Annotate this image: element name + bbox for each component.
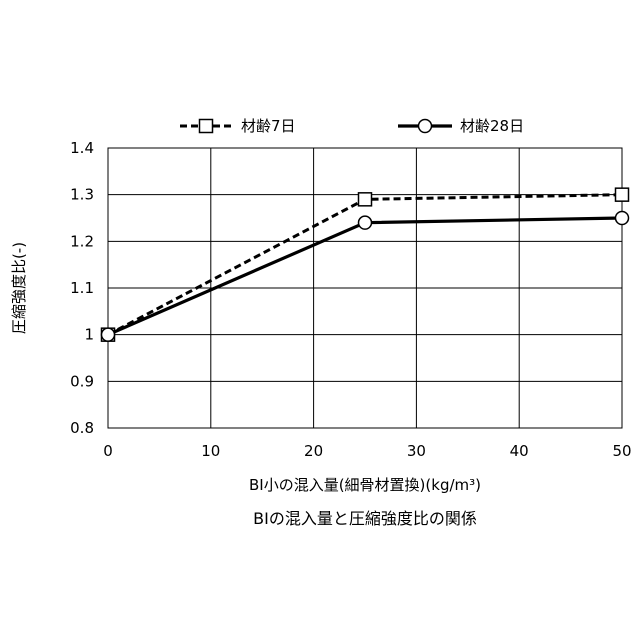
series-1: [100, 187, 630, 342]
y-axis-title: 圧縮強度比(-): [10, 242, 28, 334]
data-point-circle: [100, 327, 116, 342]
legend-label: 材齢28日: [460, 117, 524, 135]
series-line: [107, 216, 623, 337]
y-tick-label: 1.3: [70, 186, 94, 204]
grid: [107, 147, 623, 429]
legend-item-2: 材齢28日: [398, 117, 524, 135]
data-point-square: [357, 192, 373, 207]
legend-label: 材齢7日: [241, 117, 296, 135]
x-tick-label: 10: [201, 442, 220, 460]
legend-item-1: 材齢7日: [180, 117, 296, 135]
chart-title: BIの混入量と圧縮強度比の関係: [253, 509, 477, 528]
y-tick-label: 0.8: [70, 419, 94, 437]
data-point-square: [614, 187, 630, 202]
x-tick-label: 30: [407, 442, 426, 460]
legend-marker-circle: [417, 118, 433, 134]
data-point-circle: [614, 210, 630, 226]
tick-labels: 0.8 0.9 1 1.1 1.2 1.3 1.4 0 10 20 30 40 50: [70, 139, 631, 460]
legend-marker-square: [198, 118, 214, 134]
y-tick-label: 0.9: [70, 372, 94, 390]
y-tick-label: 1.1: [70, 279, 94, 297]
x-tick-label: 40: [510, 442, 529, 460]
x-tick-label: 20: [304, 442, 323, 460]
y-tick-label: 1: [84, 326, 94, 344]
x-tick-label: 0: [103, 442, 113, 460]
series-layer: [100, 187, 630, 342]
y-tick-label: 1.4: [70, 139, 94, 157]
plot-area-frame: [107, 147, 623, 429]
x-tick-label: 50: [612, 442, 631, 460]
data-point-circle: [357, 215, 373, 230]
legend: 材齢7日 材齢28日: [180, 117, 524, 135]
series-2: [100, 210, 630, 342]
x-axis-title: BI小の混入量(細骨材置換)(kg/m³): [249, 476, 481, 494]
y-tick-label: 1.2: [70, 232, 94, 250]
